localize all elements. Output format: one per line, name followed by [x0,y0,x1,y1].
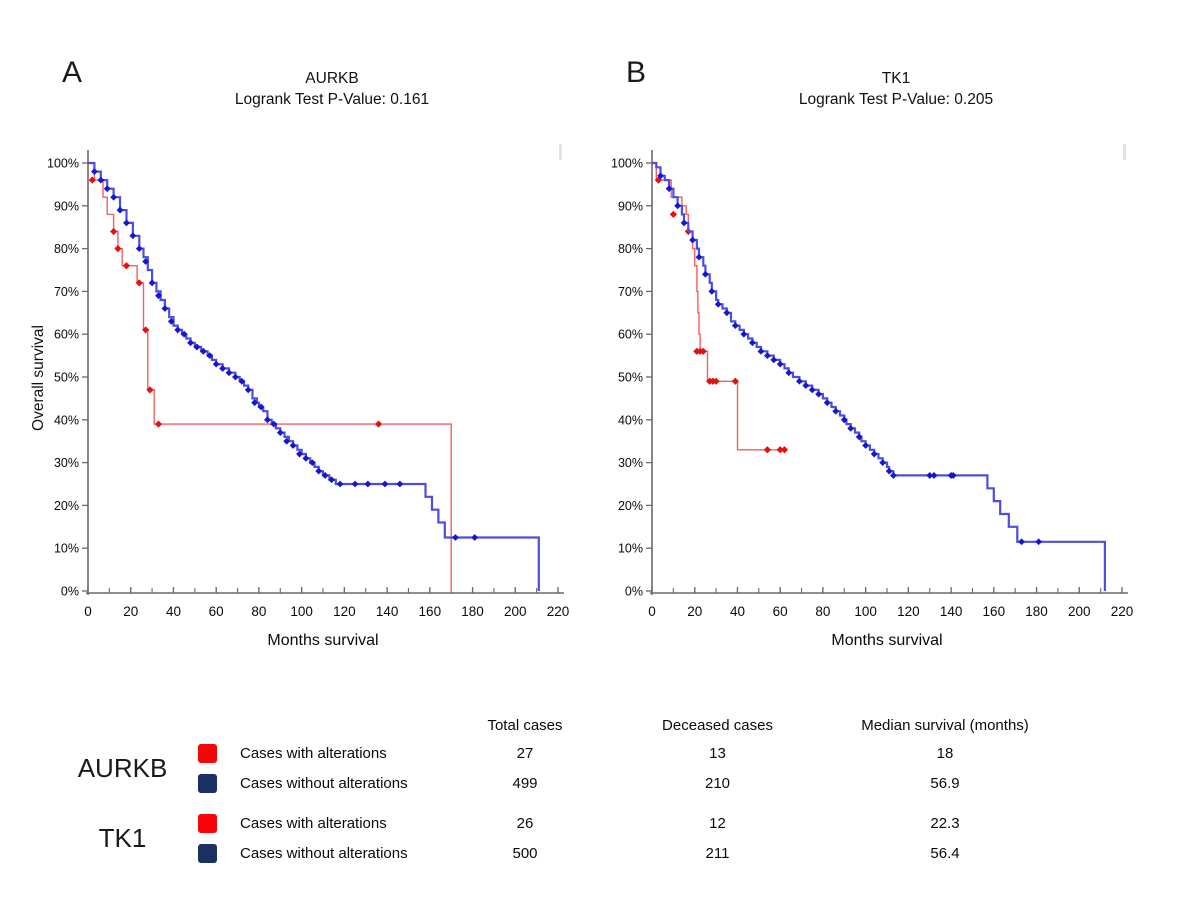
svg-text:100%: 100% [611,157,643,171]
panel-a-pvalue: Logrank Test P-Value: 0.161 [234,91,430,108]
legend-swatch-cell [190,773,240,793]
total-cases-value: 499 [512,774,538,792]
legend-swatch-cell [190,743,240,763]
legend-swatch-cell [190,813,240,833]
median-survival-value: 56.9 [930,774,960,792]
svg-text:180: 180 [461,604,484,619]
svg-text:40: 40 [730,604,745,619]
header-median-survival: Median survival (months) [861,716,1029,734]
svg-text:10%: 10% [54,542,79,556]
svg-text:0: 0 [84,604,92,619]
header-deceased-cases: Deceased cases [662,716,773,734]
svg-text:100%: 100% [47,157,79,171]
svg-text:10%: 10% [618,542,643,556]
svg-text:30%: 30% [54,456,79,470]
svg-text:220: 220 [1111,604,1134,619]
svg-text:120: 120 [333,604,356,619]
svg-text:80: 80 [251,604,266,619]
panel-b-pvalue: Logrank Test P-Value: 0.205 [798,91,994,108]
svg-text:140: 140 [940,604,963,619]
legend-label: Cases without alterations [240,844,408,862]
total-cases-value: 26 [516,814,534,832]
svg-text:20%: 20% [618,499,643,513]
deceased-cases-value: 12 [709,814,726,832]
svg-text:120: 120 [897,604,920,619]
red-legend-swatch [198,813,217,833]
svg-text:90%: 90% [54,199,79,213]
svg-text:Months survival: Months survival [831,632,942,649]
panel-a-letter: A [62,56,83,89]
svg-text:60%: 60% [54,328,79,342]
navy-legend-swatch [198,843,217,863]
svg-text:90%: 90% [618,199,643,213]
legend-label: Cases with alterations [240,814,387,832]
legend-swatch-cell [190,843,240,863]
panel-b-gene-title: TK1 [881,70,911,87]
svg-text:40%: 40% [618,413,643,427]
svg-text:70%: 70% [54,285,79,299]
svg-text:80: 80 [815,604,830,619]
svg-text:100: 100 [854,604,877,619]
svg-text:70%: 70% [618,285,643,299]
svg-text:180: 180 [1025,604,1048,619]
svg-text:50%: 50% [618,371,643,385]
svg-text:80%: 80% [618,242,643,256]
median-survival-value: 18 [936,744,954,762]
svg-text:40: 40 [166,604,181,619]
svg-text:50%: 50% [54,371,79,385]
panel-b-title: TK1 Logrank Test P-Value: 0.205 [696,68,1096,110]
panel-b-letter: B [626,56,647,89]
svg-text:20%: 20% [54,499,79,513]
legend-label: Cases without alterations [240,774,408,792]
svg-text:60%: 60% [618,328,643,342]
svg-text:Months survival: Months survival [267,632,378,649]
deceased-cases-value: 210 [704,774,731,792]
svg-text:220: 220 [547,604,570,619]
gene-label-tk1: TK1 [98,822,147,853]
svg-text:60: 60 [209,604,224,619]
kaplan-meier-chart-aurkb: 0% 10% 20% 30% 40% 50% 60% 70% 80% 90% 100% 0 20 40 60… [47,144,570,649]
svg-text:160: 160 [983,604,1006,619]
header-total-cases: Total cases [487,716,563,734]
total-cases-value: 500 [512,844,538,862]
panel-b: B TK1 Logrank Test P-Value: 0.205 0% 10% 2… [564,0,1164,690]
median-survival-value: 22.3 [930,814,960,832]
deceased-cases-value: 13 [709,744,726,762]
svg-text:0: 0 [648,604,656,619]
panel-a: A AURKB Logrank Test P-Value: 0.161 Over… [0,0,600,690]
svg-text:200: 200 [1068,604,1091,619]
gene-label-aurkb: AURKB [77,752,168,783]
navy-legend-swatch [198,773,217,793]
panel-a-title: AURKB Logrank Test P-Value: 0.161 [132,68,532,110]
case-statistics-table: Total cases Deceased cases Median surviv… [55,712,1035,868]
svg-text:20: 20 [687,604,702,619]
svg-text:60: 60 [773,604,788,619]
svg-text:160: 160 [419,604,442,619]
svg-text:0%: 0% [61,585,79,599]
svg-text:200: 200 [504,604,527,619]
svg-text:20: 20 [123,604,138,619]
svg-text:140: 140 [376,604,399,619]
kaplan-meier-chart-tk1: 0% 10% 20% 30% 40% 50% 60% 70% 80% 90% 100% 0 20 40 60… [611,144,1134,649]
svg-text:0%: 0% [625,585,643,599]
median-survival-value: 56.4 [930,844,960,862]
red-legend-swatch [198,743,217,763]
panel-a-gene-title: AURKB [305,70,359,87]
svg-text:80%: 80% [54,242,79,256]
total-cases-value: 27 [516,744,534,762]
svg-text:30%: 30% [618,456,643,470]
deceased-cases-value: 211 [705,844,730,862]
legend-label: Cases with alterations [240,744,387,762]
svg-text:100: 100 [290,604,313,619]
svg-text:40%: 40% [54,413,79,427]
